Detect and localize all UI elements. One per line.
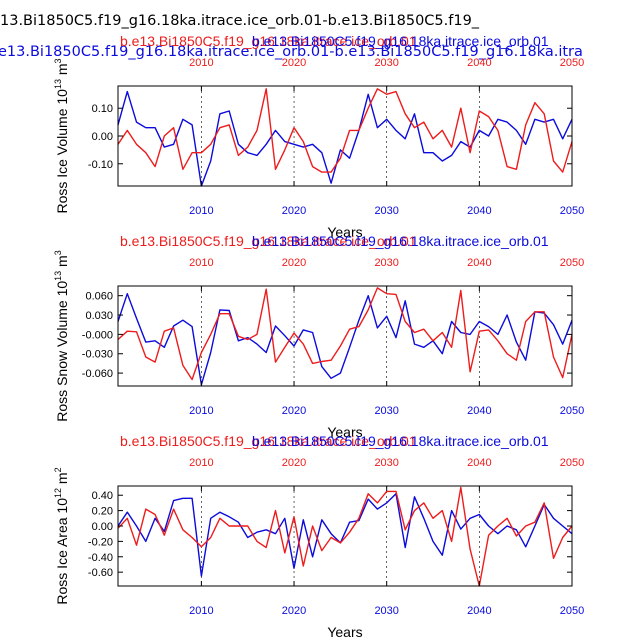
y-axis-label-text: Ross Ice Volume 10 <box>54 89 70 214</box>
title-blue: b.e13.Bi1850C5.f19_g16.18ka.itrace.ice_o… <box>252 33 549 49</box>
y-axis-label-unit: m <box>54 472 70 488</box>
x-tick-label-top: 2040 <box>467 257 491 269</box>
y-axis-label-text: Ross Ice Area 10 <box>54 498 70 605</box>
y-tick-label: -0.000 <box>82 329 113 341</box>
series-line-blue <box>117 493 573 577</box>
x-tick-label-top: 2020 <box>282 257 306 269</box>
y-tick-label: -0.40 <box>88 552 113 564</box>
y-axis-label-unit-exponent: 3 <box>53 58 63 63</box>
y-axis-label: Ross Snow Volume 1013 m3 <box>53 250 70 421</box>
x-tick-label-top: 2030 <box>374 257 398 269</box>
x-tick-label-top: 2020 <box>282 457 306 469</box>
y-tick-label: 0.00 <box>92 521 113 533</box>
y-tick-label: -0.030 <box>82 349 113 361</box>
x-tick-label-top: 2030 <box>374 57 398 69</box>
x-tick-label-top: 2010 <box>189 257 213 269</box>
x-tick-label-top: 2050 <box>560 257 584 269</box>
title-red: b.e13.Bi1850C5.f19_g16.18ka.itrace.ice_o… <box>120 233 417 249</box>
series-line-blue <box>117 90 573 187</box>
x-tick-label-top: 2020 <box>282 57 306 69</box>
y-tick-label: 0.40 <box>92 490 113 502</box>
panel-3: b.e13.Bi1850C5.f19_g16.18ka.itrace.ice_o… <box>53 433 584 637</box>
plot-frame <box>117 485 573 587</box>
y-tick-label: -0.60 <box>88 567 113 579</box>
header-line-2: e13.Bi1850C5.f19_g16.18ka.itrace.ice_orb… <box>0 44 583 60</box>
x-tick-label-top: 2030 <box>374 457 398 469</box>
panel-1: b.e13.Bi1850C5.f19_g16.18ka.itrace.ice_o… <box>53 33 584 240</box>
series-line-red <box>117 88 573 173</box>
series-line-blue <box>117 293 573 386</box>
x-axis-label: Years <box>327 624 362 637</box>
series-line-red <box>117 287 573 381</box>
x-tick-label-top: 2040 <box>467 457 491 469</box>
x-tick-label-bottom: 2040 <box>467 405 491 417</box>
x-tick-label-top: 2010 <box>189 457 213 469</box>
y-axis-label: Ross Ice Volume 1013 m3 <box>53 58 70 213</box>
y-axis-label-unit-exponent: 3 <box>53 250 63 255</box>
x-tick-label-bottom: 2030 <box>374 605 398 617</box>
y-tick-label: -0.10 <box>88 159 113 171</box>
y-tick-label: -0.060 <box>82 368 113 380</box>
x-tick-label-bottom: 2010 <box>189 205 213 217</box>
panel-2: b.e13.Bi1850C5.f19_g16.18ka.itrace.ice_o… <box>53 233 584 440</box>
x-tick-label-bottom: 2020 <box>282 605 306 617</box>
x-tick-label-bottom: 2050 <box>560 605 584 617</box>
plot-frame <box>117 285 573 387</box>
y-axis-label-text: Ross Snow Volume 10 <box>54 281 70 422</box>
y-tick-label: 0.00 <box>92 131 113 143</box>
x-tick-label-bottom: 2020 <box>282 405 306 417</box>
title-blue: b.e13.Bi1850C5.f19_g16.18ka.itrace.ice_o… <box>252 433 549 449</box>
x-axis-label: Years <box>327 424 362 440</box>
header-line-1: 13.Bi1850C5.f19_g16.18ka.itrace.ice_orb.… <box>0 13 480 29</box>
x-tick-label-top: 2010 <box>189 57 213 69</box>
x-tick-label-top: 2050 <box>560 457 584 469</box>
x-tick-label-bottom: 2010 <box>189 405 213 417</box>
y-tick-label: -0.20 <box>88 536 113 548</box>
y-tick-label: 0.030 <box>85 310 113 322</box>
y-tick-label: 0.10 <box>92 103 113 115</box>
x-tick-label-bottom: 2040 <box>467 205 491 217</box>
x-tick-label-bottom: 2030 <box>374 205 398 217</box>
x-tick-label-bottom: 2050 <box>560 205 584 217</box>
y-axis-label: Ross Ice Area 1012 m2 <box>53 467 70 604</box>
y-axis-label-exponent: 12 <box>53 488 63 498</box>
x-tick-label-bottom: 2010 <box>189 605 213 617</box>
plot-frame <box>117 85 573 187</box>
title-red: b.e13.Bi1850C5.f19_g16.18ka.itrace.ice_o… <box>120 33 417 49</box>
x-tick-label-top: 2040 <box>467 57 491 69</box>
title-red: b.e13.Bi1850C5.f19_g16.18ka.itrace.ice_o… <box>120 433 417 449</box>
y-axis-label-exponent: 13 <box>53 271 63 281</box>
y-tick-label: 0.20 <box>92 506 113 518</box>
x-tick-label-top: 2050 <box>560 57 584 69</box>
x-axis-label: Years <box>327 224 362 240</box>
y-axis-label-unit: m <box>54 63 70 79</box>
x-tick-label-bottom: 2020 <box>282 205 306 217</box>
y-tick-label: 0.060 <box>85 291 113 303</box>
y-axis-label-exponent: 13 <box>53 79 63 89</box>
y-axis-label-unit: m <box>54 255 70 271</box>
x-tick-label-bottom: 2030 <box>374 405 398 417</box>
x-tick-label-bottom: 2050 <box>560 405 584 417</box>
title-blue: b.e13.Bi1850C5.f19_g16.18ka.itrace.ice_o… <box>252 233 549 249</box>
y-axis-label-unit-exponent: 2 <box>53 467 63 472</box>
series-line-red <box>117 486 573 587</box>
x-tick-label-bottom: 2040 <box>467 605 491 617</box>
